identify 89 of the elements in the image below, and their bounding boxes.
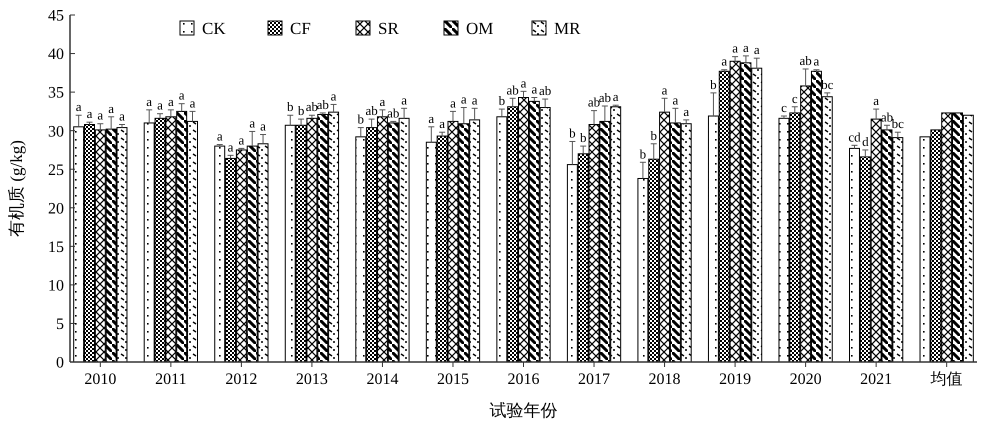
data-label: ab [588,94,600,110]
x-tick-label: 2013 [296,371,328,388]
data-label: a [743,40,750,55]
x-tick-label: 均值 [930,371,963,388]
data-label: a [460,92,467,107]
x-tick-label: 2018 [648,371,681,388]
data-label: a [450,95,456,110]
legend-label: MR [554,18,582,38]
legend-label: OM [466,18,494,38]
data-label: a [439,116,446,132]
y-tick-label: 30 [48,123,64,140]
data-label: a [108,100,114,116]
data-label: b [287,99,294,114]
legend-label: CF [290,18,311,38]
x-tick-label: 2016 [508,371,540,388]
data-label: a [754,42,760,58]
data-label: a [157,98,164,113]
data-label: a [146,94,152,109]
data-label: b [358,112,364,127]
y-tick-label: 25 [48,162,64,179]
data-label: a [732,40,738,56]
data-label: a [683,104,690,119]
data-label: a [531,82,538,97]
data-label: a [249,115,256,130]
data-label: a [168,94,174,109]
data-label: a [119,108,126,124]
x-tick-label: 2019 [719,371,752,388]
data-label: b [298,103,304,118]
x-tick-label: 2011 [155,371,187,388]
data-label: ab [539,83,552,98]
x-tick-label: 2010 [84,371,116,388]
data-label: b [710,76,717,92]
data-label: b [569,125,576,140]
data-label: b [580,130,586,146]
data-label: a [97,108,104,123]
data-label: b [498,93,506,108]
data-label: ab [365,103,378,118]
data-label: a [401,92,408,108]
data-label: a [472,92,478,108]
y-tick-label: 15 [48,238,64,256]
x-tick-label: 2012 [225,371,258,388]
data-label: a [76,99,82,114]
y-tick-label: 35 [48,84,64,102]
y-tick-label: 40 [48,46,64,64]
data-label: ab [316,96,329,112]
data-label: c [781,100,788,116]
legend-label: SR [378,18,400,38]
data-label: cd [848,129,862,144]
x-tick-label: 2015 [436,371,469,388]
data-label: a [380,94,386,109]
data-label: a [330,88,337,104]
data-label: ab [799,52,812,68]
data-label: a [672,92,678,108]
x-tick-label: 2020 [790,371,822,388]
data-label: a [814,54,820,69]
data-label: a [428,110,434,126]
data-label: bc [892,116,904,132]
x-axis-title: 试验年份 [490,401,558,420]
data-label: a [238,132,244,148]
data-label: a [873,93,880,108]
legend-label: CK [202,18,226,38]
data-label: b [650,128,657,143]
y-tick-label: 45 [48,8,64,25]
data-label: a [662,82,668,98]
y-tick-label: 10 [48,277,64,294]
y-axis-title: 有机质 (g/kg) [7,140,26,237]
data-label: a [228,139,234,154]
y-tick-label: 20 [48,200,64,218]
y-tick-label: 5 [56,316,64,334]
data-label: ab [506,82,519,98]
data-label: b [640,146,646,162]
x-tick-label: 2021 [860,371,892,388]
x-tick-label: 2017 [578,371,610,388]
data-label: c [792,90,798,106]
data-label: a [520,75,527,90]
data-label: ab [598,90,611,105]
data-label: a [216,128,223,144]
data-label: a [190,95,196,110]
data-label: a [178,88,185,103]
data-label: ab [880,109,894,124]
y-tick-label: 0 [56,354,64,372]
data-label: a [612,89,619,104]
x-tick-label: 2014 [366,371,398,388]
data-label: ab [306,99,318,114]
data-label: ab [387,105,400,120]
data-label: d [862,134,870,149]
data-label: a [721,54,728,69]
data-label: a [86,106,93,122]
data-label: a [260,118,266,134]
